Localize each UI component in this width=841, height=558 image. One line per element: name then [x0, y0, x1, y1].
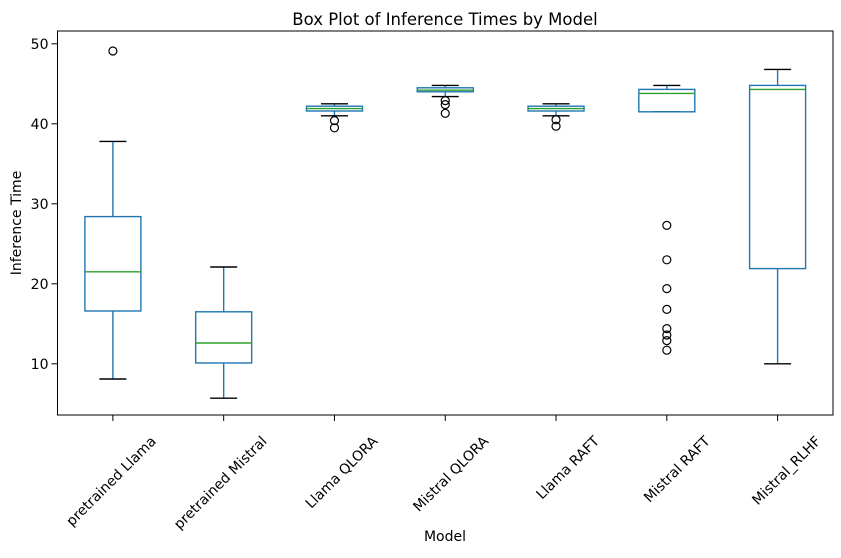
y-tick-label: 10	[31, 357, 49, 373]
flier-circle	[662, 345, 672, 355]
y-axis-label: Inference Time	[9, 171, 25, 276]
flier-circle	[662, 284, 672, 294]
flier-circle	[662, 220, 672, 230]
box-rect	[638, 88, 696, 113]
x-tick-label: Llama QLORA	[303, 433, 382, 512]
flier-circle	[662, 324, 672, 334]
y-tick-label: 30	[31, 197, 49, 213]
x-tick-label: pretrained Llama	[64, 434, 160, 530]
flier-circle	[440, 108, 450, 119]
flier-circle	[662, 304, 672, 314]
flier-circle	[551, 115, 561, 125]
box-rect	[84, 215, 142, 312]
flier-circle	[440, 99, 450, 110]
y-tick-label: 20	[31, 277, 49, 293]
flier-circle	[551, 121, 561, 131]
flier-circle	[662, 336, 672, 346]
flier-circle	[329, 115, 340, 126]
flier-circle	[662, 330, 672, 340]
x-tick-label: Mistral RAFT	[641, 433, 714, 506]
y-tick-label: 50	[31, 37, 49, 53]
flier-circle	[108, 46, 118, 56]
chart-title: Box Plot of Inference Times by Model	[292, 10, 597, 29]
x-tick-label: Llama RAFT	[534, 433, 604, 503]
plot-area: 10 20 30 40 50 pretrained Llama pretrained Mis…	[31, 30, 834, 533]
x-tick-label: pretrained Mistral	[171, 434, 270, 533]
x-tick-label: Mistral_RLHF	[749, 434, 824, 509]
box-rect	[194, 311, 253, 364]
plot-border	[57, 30, 834, 416]
y-tick-label: 40	[31, 117, 49, 133]
flier-circle	[329, 123, 340, 133]
flier-circle	[440, 95, 450, 106]
x-axis-label: Model	[424, 529, 466, 545]
box-rect	[748, 84, 807, 270]
flier-circle	[662, 255, 672, 265]
x-tick-label: Mistral QLORA	[410, 433, 492, 515]
